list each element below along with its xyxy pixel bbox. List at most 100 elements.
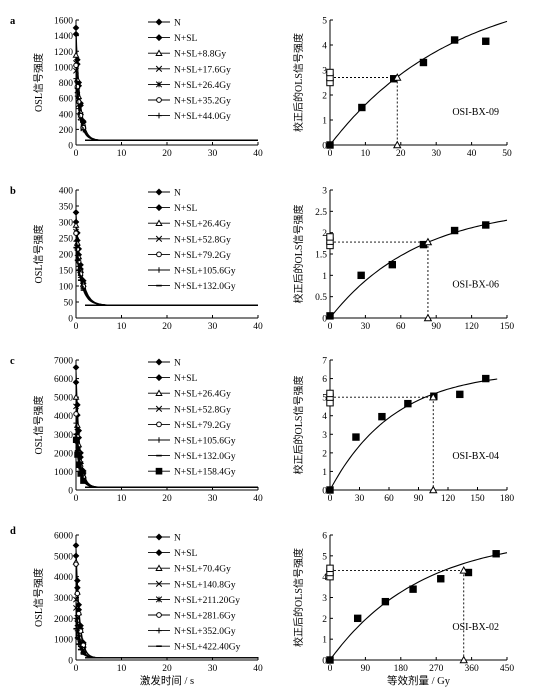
panel-c-decay-chart: 0 10 20 30 40 0 1000 2000 3000 4000 5000 6000 7000 OS… <box>10 356 263 504</box>
x-tick-label: 450 <box>500 664 515 674</box>
legend-marker <box>155 405 163 412</box>
y-tick-label: 0 <box>68 142 73 152</box>
y-axis-label: 校正后的OLS信号强度 <box>292 548 305 647</box>
legend-marker <box>155 49 163 56</box>
data-point <box>74 93 80 99</box>
y-tick-label: 5000 <box>54 394 73 404</box>
panel-letter: d <box>10 526 16 537</box>
y-tick-label: 2 <box>322 92 327 102</box>
panel-a-growth-chart: 0 10 20 30 40 50 0 1 2 3 4 5 校正后的OLS信号强度 OSI-BX-09 <box>292 17 512 160</box>
data-point <box>80 477 87 484</box>
legend-marker <box>156 612 162 618</box>
legend-marker <box>155 580 163 587</box>
legend-marker <box>156 251 162 258</box>
x-tick-label: 30 <box>361 322 371 332</box>
x-tick-label: 90 <box>414 494 424 504</box>
legend-marker <box>155 204 163 212</box>
y-tick-label: 2 <box>322 229 327 239</box>
data-point <box>437 575 445 583</box>
y-axis-label: 校正后的OLS信号强度 <box>292 376 305 475</box>
x-axis-label-dose: 等效剂量 / Gy <box>387 674 451 687</box>
x-tick-label: 10 <box>117 664 127 674</box>
legend-entry: N+SL+17.6Gy <box>174 65 231 75</box>
data-point <box>456 390 464 399</box>
legend-marker <box>155 358 163 366</box>
legend-entry: N+SL+26.4Gy <box>174 220 231 230</box>
y-tick-label: 800 <box>59 79 74 89</box>
sample-label: OSI-BX-04 <box>452 451 499 462</box>
data-point <box>357 271 365 280</box>
data-point <box>72 552 80 560</box>
legend-entry: N <box>174 534 181 544</box>
data-point <box>72 378 80 386</box>
data-point <box>482 37 490 45</box>
data-point <box>73 62 79 69</box>
legend-entry: N <box>174 359 181 369</box>
x-tick-label: 180 <box>394 664 409 674</box>
data-point <box>404 399 412 408</box>
y-tick-label: 4000 <box>54 412 73 422</box>
data-point <box>72 30 80 38</box>
x-tick-label: 30 <box>208 494 218 504</box>
x-tick-label: 10 <box>361 149 371 159</box>
y-tick-label: 0 <box>68 657 73 667</box>
x-tick-label: 30 <box>355 494 365 504</box>
fit-curve <box>329 552 508 661</box>
y-tick-label: 3000 <box>54 431 73 441</box>
legend-marker <box>155 564 163 571</box>
data-point <box>74 451 81 458</box>
y-tick-label: 50 <box>64 299 74 309</box>
x-tick-label: 40 <box>253 664 263 674</box>
panel-c-growth-chart: 0 30 60 90 120 150 180 0 1 2 3 4 5 6 7 校正后的OLS信号强度 OSI-B… <box>292 357 514 505</box>
y-tick-label: 2 <box>322 615 327 625</box>
data-point <box>326 141 334 149</box>
y-tick-label: 100 <box>59 283 74 293</box>
legend-marker <box>155 596 163 603</box>
y-tick-label: 0 <box>322 657 327 667</box>
y-tick-label: 5 <box>322 17 327 27</box>
series-curve <box>73 246 258 306</box>
data-point <box>77 112 84 119</box>
data-point <box>74 83 81 90</box>
data-point <box>326 486 334 494</box>
y-tick-label: 3 <box>322 594 327 604</box>
fit-curve <box>329 219 508 319</box>
x-tick-label: 20 <box>396 149 406 159</box>
y-tick-label: 4 <box>322 573 327 583</box>
y-tick-label: 3 <box>322 67 327 77</box>
y-tick-label: 1200 <box>54 48 73 58</box>
legend-marker <box>155 374 163 382</box>
data-point <box>482 374 490 383</box>
y-tick-label: 200 <box>59 126 74 136</box>
panel-b-decay-chart: 0 10 20 30 40050100150200250300350400OSL信号强度… <box>10 186 263 332</box>
legend-marker <box>155 235 163 242</box>
x-tick-label: 40 <box>467 149 477 159</box>
data-point <box>492 550 500 558</box>
y-tick-label: 1 <box>322 117 327 127</box>
y-tick-label: 5 <box>322 552 327 562</box>
x-tick-label: 150 <box>500 322 515 332</box>
y-tick-label: 5 <box>322 394 327 404</box>
x-tick-label: 40 <box>253 322 263 332</box>
y-tick-label: 6 <box>322 532 327 542</box>
legend-entry: N+SL+105.6Gy <box>174 437 236 447</box>
legend-entry: N+SL <box>174 374 198 384</box>
data-point <box>72 364 80 371</box>
x-tick-label: 90 <box>361 664 371 674</box>
legend-marker <box>155 389 163 396</box>
legend-entry: N <box>174 189 181 199</box>
data-point <box>73 238 79 244</box>
legend-entry: N+SL+140.8Gy <box>174 580 236 590</box>
x-tick-label: 120 <box>464 322 479 332</box>
series-curve <box>73 627 258 659</box>
fit-curve <box>329 20 508 146</box>
x-tick-label: 20 <box>162 494 172 504</box>
y-tick-label: 150 <box>59 267 74 277</box>
x-tick-label: 0 <box>328 494 333 504</box>
y-tick-label: 7000 <box>54 357 73 367</box>
y-tick-label: 1 <box>322 636 327 646</box>
x-tick-label: 0 <box>328 322 333 332</box>
panel-letter: a <box>10 16 16 27</box>
legend-entry: N+SL+132.0Gy <box>174 452 236 462</box>
legend-marker <box>155 65 163 72</box>
